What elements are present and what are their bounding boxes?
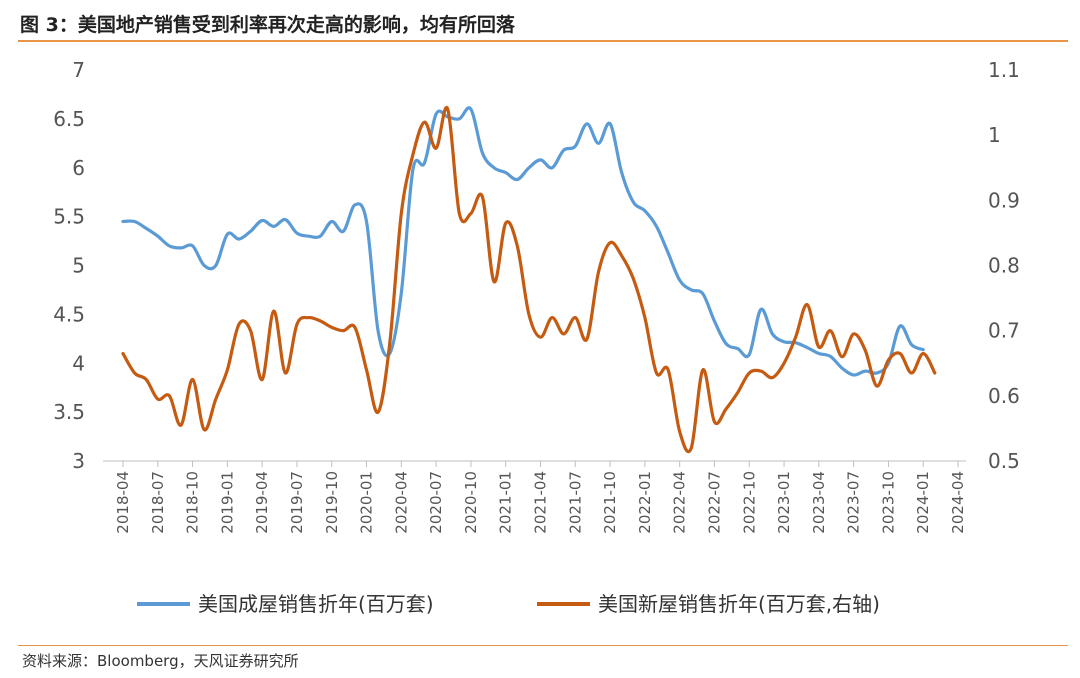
y-right-tick-label: 0.9: [988, 188, 1020, 212]
y-right-tick-label: 0.6: [988, 384, 1020, 408]
x-tick-label: 2020-01: [358, 471, 376, 534]
x-tick-label: 2021-10: [601, 471, 619, 534]
x-tick-label: 2022-07: [705, 471, 723, 534]
y-right-tick-label: 1: [988, 123, 1001, 147]
y-left-tick-label: 3.5: [53, 400, 85, 424]
x-tick-label: 2018-07: [149, 471, 167, 534]
x-tick-label: 2021-01: [497, 471, 515, 534]
y-left-tick-label: 6.5: [53, 107, 85, 131]
legend-label-existing-home-sales: 美国成屋销售折年(百万套): [198, 592, 434, 616]
x-tick-label: 2022-10: [740, 471, 758, 534]
x-tick-label: 2023-04: [810, 471, 828, 534]
y-left-tick-label: 3: [72, 449, 85, 473]
x-tick-label: 2020-10: [462, 471, 480, 534]
title-divider: [18, 40, 1068, 42]
x-tick-label: 2018-10: [184, 471, 202, 534]
source-divider: [18, 645, 1068, 646]
x-tick-label: 2024-01: [914, 471, 932, 534]
x-tick-label: 2021-07: [566, 471, 584, 534]
y-right-tick-label: 1.1: [988, 58, 1020, 82]
source-note: 资料来源：Bloomberg，天风证券研究所: [22, 652, 299, 670]
x-tick-label: 2019-10: [323, 471, 341, 534]
y-left-tick-label: 7: [72, 58, 85, 82]
y-left-tick-label: 4.5: [53, 302, 85, 326]
line-chart: 3 3.5 4 4.5 5 5.5 6 6.5 7 0.5 0.6 0.7 0.8 0.9 1 1.1 2018…: [53, 58, 1020, 616]
series-layer: [121, 105, 937, 454]
x-tick-label: 2019-04: [253, 471, 271, 534]
figure-title: 图 3：美国地产销售受到利率再次走高的影响，均有所回落: [20, 14, 515, 36]
x-tick-label: 2022-01: [636, 471, 654, 534]
y-right-tick-label: 0.8: [988, 254, 1020, 278]
x-tick-label: 2024-04: [949, 471, 967, 534]
x-tick-label: 2020-04: [392, 471, 410, 534]
x-tick-label: 2023-07: [845, 471, 863, 534]
series-line-new-home-sales: [121, 105, 937, 454]
y-left-tick-label: 6: [72, 156, 85, 180]
x-tick-label: 2021-04: [532, 471, 550, 534]
y-right-tick-label: 0.5: [988, 449, 1020, 473]
x-tick-label: 2023-10: [879, 471, 897, 534]
axis-layer: 3 3.5 4 4.5 5 5.5 6 6.5 7 0.5 0.6 0.7 0.8 0.9 1 1.1 2018…: [53, 58, 1020, 534]
y-left-tick-label: 4: [72, 351, 85, 375]
x-tick-label: 2019-07: [288, 471, 306, 534]
x-tick-label: 2020-07: [427, 471, 445, 534]
y-left-tick-label: 5: [72, 254, 85, 278]
x-tick-label: 2023-01: [775, 471, 793, 534]
x-tick-label: 2022-04: [671, 471, 689, 534]
x-tick-label: 2019-01: [218, 471, 236, 534]
y-left-tick-label: 5.5: [53, 205, 85, 229]
chart-legend: 美国成屋销售折年(百万套) 美国新屋销售折年(百万套,右轴): [137, 592, 880, 616]
x-tick-label: 2018-04: [114, 471, 132, 534]
y-right-tick-label: 0.7: [988, 319, 1020, 343]
legend-label-new-home-sales: 美国新屋销售折年(百万套,右轴): [598, 592, 880, 616]
series-line-existing-home-sales: [121, 106, 925, 377]
